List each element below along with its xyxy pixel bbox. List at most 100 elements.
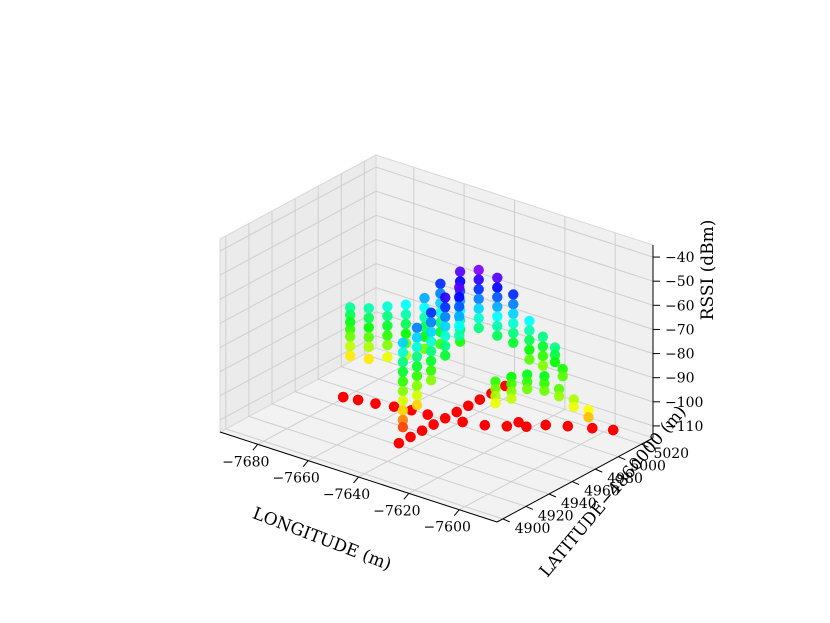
data-point [425, 317, 437, 328]
axis-lines [219, 245, 660, 523]
data-point [473, 264, 484, 276]
data-point [440, 311, 451, 323]
data-point [490, 383, 501, 394]
data-point [382, 330, 393, 341]
data-point [411, 380, 423, 391]
data-point [440, 292, 451, 303]
data-point [345, 324, 356, 335]
data-point [492, 291, 503, 303]
data-point [411, 390, 423, 401]
y-tick-label: 4940 [561, 496, 597, 512]
y-tick-mark [571, 481, 580, 486]
data-point [440, 331, 451, 342]
data-point [454, 320, 465, 332]
data-point [397, 337, 409, 348]
z-tick-label: −60 [665, 298, 695, 314]
data-point [363, 332, 374, 343]
y-axis-line [496, 437, 654, 523]
data-point [411, 322, 423, 333]
data-point [397, 395, 409, 406]
data-point [549, 342, 561, 353]
grid-line-z [219, 287, 654, 379]
data-point [454, 291, 465, 303]
data-point [425, 355, 437, 367]
data-point [492, 301, 503, 312]
y-tick-label: 5000 [630, 459, 666, 475]
data-point [400, 328, 412, 339]
data-point [425, 346, 437, 357]
data-point [473, 322, 484, 334]
data-point [400, 299, 412, 310]
y-tick-label: 4920 [538, 508, 574, 524]
data-point [440, 321, 451, 332]
data-point [473, 313, 484, 324]
y-tick-mark [641, 443, 649, 448]
data-point [537, 360, 549, 371]
data-point [411, 341, 423, 353]
data-point [608, 424, 619, 436]
data-point [473, 284, 484, 295]
data-point [540, 419, 551, 431]
data-point [416, 425, 428, 436]
grid-line-z [219, 166, 654, 258]
data-point [524, 354, 535, 365]
data-point [537, 350, 549, 362]
data-point [393, 438, 405, 449]
data-point [363, 353, 374, 365]
z-tick-label: −110 [665, 419, 703, 435]
data-point [583, 412, 594, 423]
data-point [562, 421, 573, 432]
y-tick-mark [502, 518, 510, 523]
data-point [506, 386, 517, 397]
z-tick-label: −90 [665, 371, 695, 387]
data-point [440, 350, 451, 361]
data-point [425, 307, 437, 318]
z-tick-label: −100 [665, 395, 703, 411]
data-point [382, 339, 393, 351]
data-point [411, 370, 423, 382]
data-point [440, 340, 451, 352]
data-point [440, 302, 451, 313]
data-point [454, 330, 465, 341]
data-point [522, 376, 533, 388]
data-point [524, 315, 535, 327]
y-tick-mark [525, 505, 534, 510]
grid-line-z [219, 238, 654, 330]
data-point [508, 337, 519, 348]
z-tick-label: −40 [665, 250, 695, 266]
grid-line-y [271, 211, 550, 495]
data-point [345, 350, 356, 362]
data-point [397, 422, 409, 433]
data-point [419, 292, 430, 304]
data-point [451, 406, 462, 418]
data-point [549, 349, 561, 361]
data-point [473, 293, 484, 305]
data-point [425, 336, 437, 347]
data-point [508, 289, 519, 300]
data-point [345, 341, 356, 352]
data-point [492, 282, 503, 293]
grid-line-y [294, 198, 573, 483]
x-tick-label: −7680 [222, 454, 269, 470]
data-point [457, 416, 468, 428]
data-point [400, 309, 412, 320]
data-point [490, 398, 501, 409]
data-point [490, 376, 501, 387]
data-point [474, 394, 485, 405]
data-point [338, 391, 349, 403]
y-tick-mark [595, 468, 603, 473]
data-point [568, 394, 579, 405]
z-tick-label: −50 [665, 274, 695, 290]
data-point [549, 356, 561, 368]
z-tick-label: −80 [665, 347, 695, 363]
data-point [508, 318, 519, 329]
data-point [492, 272, 503, 283]
data-point [397, 366, 409, 377]
y-tick-mark [618, 456, 626, 461]
grid-line-y [225, 235, 503, 520]
x-tick-mark [252, 443, 259, 451]
data-point [553, 383, 565, 395]
data-point [473, 274, 484, 285]
data-point [345, 302, 356, 313]
